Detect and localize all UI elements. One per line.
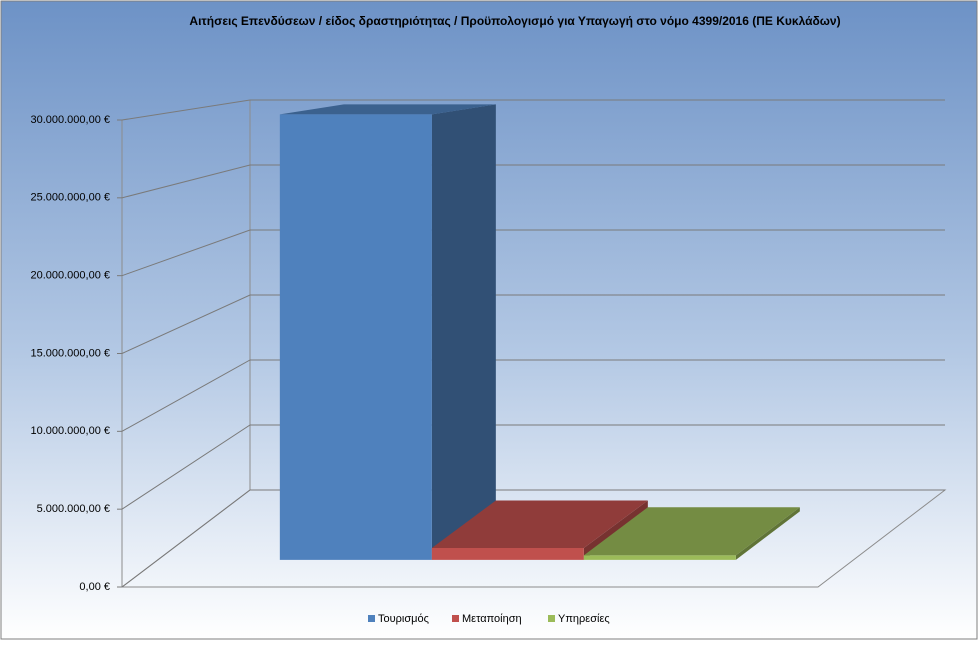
grid-line (121, 359, 945, 432)
legend-swatch (368, 615, 375, 622)
legend-label: Μεταποίηση (462, 613, 522, 625)
bar-top (583, 507, 800, 556)
grid-line (121, 489, 945, 588)
grid-line (121, 424, 945, 510)
legend-swatch (548, 615, 555, 622)
bar-side (735, 507, 800, 560)
bar-top (431, 500, 648, 548)
grid-line (121, 164, 945, 199)
legend-label: Υπηρεσίες (558, 613, 610, 625)
grid-line (121, 229, 945, 277)
y-tick-label: 5.000.000,00 € (37, 503, 110, 515)
bar (279, 114, 432, 560)
grid-line (121, 294, 945, 354)
y-tick-label: 0,00 € (79, 581, 110, 593)
legend-label: Τουρισμός (378, 613, 429, 625)
grid-line (121, 99, 945, 121)
y-tick-label: 30.000.000,00 € (30, 114, 110, 126)
legend-swatch (452, 615, 459, 622)
y-tick-label: 10.000.000,00 € (30, 425, 110, 437)
y-tick-label: 25.000.000,00 € (30, 192, 110, 204)
bar (431, 547, 584, 560)
bar (583, 555, 736, 560)
y-tick-label: 20.000.000,00 € (30, 270, 110, 282)
bar-side (431, 104, 496, 560)
y-tick-label: 15.000.000,00 € (30, 347, 110, 359)
bar-top (279, 104, 496, 115)
chart-title: Αιτήσεις Επενδύσεων / είδος δραστηριότητ… (189, 14, 840, 28)
